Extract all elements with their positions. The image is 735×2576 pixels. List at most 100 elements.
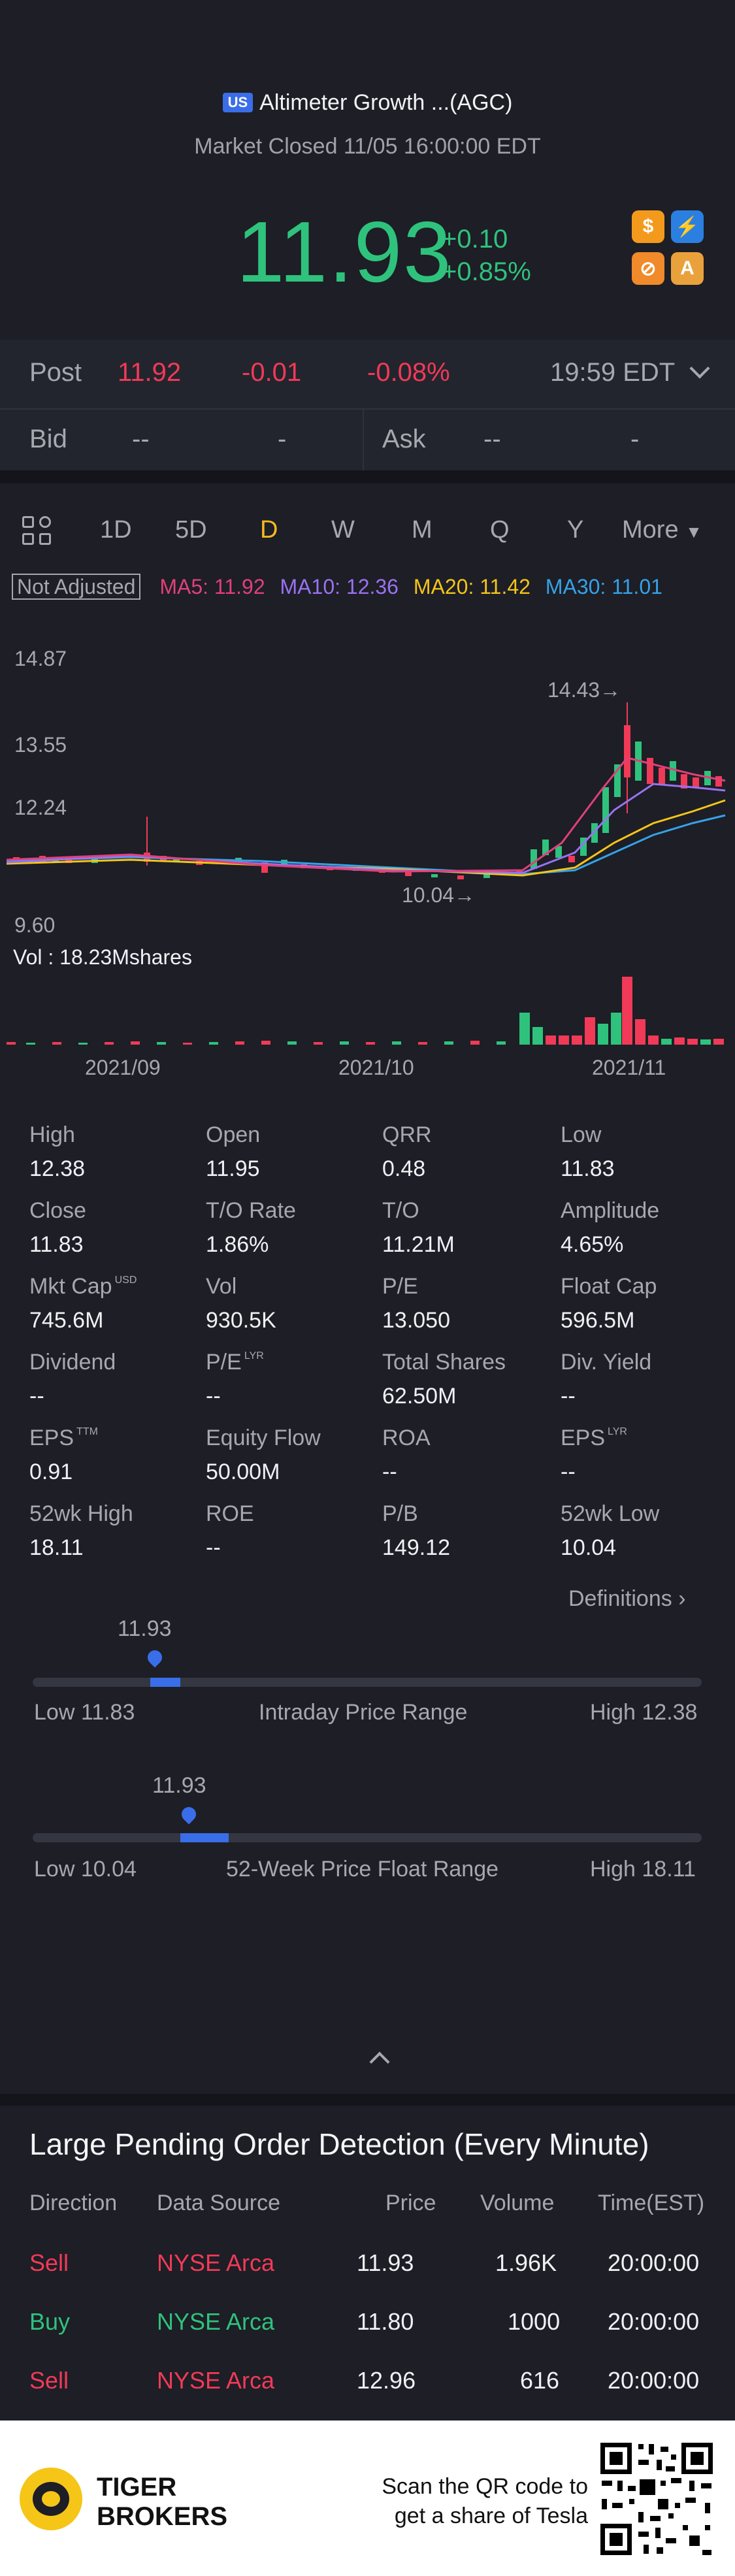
flash-icon[interactable]: ⚡ xyxy=(671,210,704,243)
definitions-label: Definitions xyxy=(568,1586,672,1611)
order-direction: Sell xyxy=(29,2367,69,2394)
not-adjusted-toggle[interactable]: Not Adjusted xyxy=(12,574,141,600)
x-axis-label: 2021/09 xyxy=(85,1056,161,1079)
post-time: 19:59 EDT xyxy=(550,358,675,387)
stat-label-text: Open xyxy=(206,1122,261,1147)
stat-value: 0.91 xyxy=(29,1459,73,1484)
x-axis-label: 2021/11 xyxy=(592,1056,666,1079)
tab-d[interactable]: D xyxy=(260,516,278,544)
orders-header-volume: Volume xyxy=(480,2191,555,2215)
stat-value: -- xyxy=(206,1535,221,1560)
stat-label-text: Dividend xyxy=(29,1350,116,1375)
low-marker-value: 10.04 xyxy=(402,883,455,907)
chevron-right-icon: › xyxy=(678,1586,686,1611)
stat-label-text: Vol xyxy=(206,1274,237,1299)
stat-label-text: High xyxy=(29,1122,75,1147)
section-separator xyxy=(0,2094,735,2106)
stat-label-text: EPS xyxy=(561,1426,606,1450)
stat-label-text: 52wk Low xyxy=(561,1501,660,1526)
tab-1d[interactable]: 1D xyxy=(100,516,132,544)
definitions-link[interactable]: Definitions › xyxy=(568,1586,686,1612)
week52-high: High 18.11 xyxy=(590,1857,696,1882)
tab-more[interactable]: More ▼ xyxy=(622,516,702,544)
stat-value: 11.83 xyxy=(29,1232,84,1257)
stat-label-text: 52wk High xyxy=(29,1501,133,1526)
layout-grid-icon[interactable] xyxy=(22,516,54,547)
stat-value: 745.6M xyxy=(29,1308,104,1333)
qr-code-icon[interactable] xyxy=(598,2440,715,2558)
ma-legend: Not Adjusted MA5: 11.92 MA10: 12.36 MA20… xyxy=(12,574,662,600)
order-price: 11.93 xyxy=(357,2249,414,2276)
y-axis-label: 9.60 xyxy=(14,913,56,937)
arrow-right-icon: → xyxy=(600,678,621,702)
order-volume: 616 xyxy=(520,2367,560,2394)
stat-label-text: EPS xyxy=(29,1426,74,1450)
stat-label: Equity Flow xyxy=(206,1426,321,1451)
week52-range-fill xyxy=(180,1833,229,1842)
ask-price: -- xyxy=(483,425,501,453)
ma30-line xyxy=(6,814,726,875)
orders-title: Large Pending Order Detection (Every Min… xyxy=(29,2127,649,2161)
stat-label: Total Shares xyxy=(382,1350,506,1375)
intraday-high: High 12.38 xyxy=(590,1700,698,1725)
price-change: +0.10 xyxy=(442,225,508,253)
tiger-logo-icon xyxy=(20,2468,82,2530)
stat-label-text: Div. Yield xyxy=(561,1350,652,1375)
stat-label-superscript: LYR xyxy=(244,1350,264,1361)
stat-label: EPS TTM xyxy=(29,1426,98,1451)
post-change-pct: -0.08% xyxy=(367,358,450,387)
post-label: Post xyxy=(29,358,82,387)
tab-w[interactable]: W xyxy=(331,516,355,544)
ma20-value: MA20: 11.42 xyxy=(413,575,531,598)
high-marker: 14.43→ xyxy=(547,678,621,702)
stat-label: T/O Rate xyxy=(206,1198,296,1224)
stat-label: P/B xyxy=(382,1501,418,1527)
intraday-title: Intraday Price Range xyxy=(259,1700,468,1725)
y-axis-label: 13.55 xyxy=(14,733,67,757)
candlestick-chart[interactable] xyxy=(0,627,735,1058)
order-source: NYSE Arca xyxy=(157,2249,275,2276)
dollar-icon[interactable]: $ xyxy=(632,210,664,243)
orders-header-time: Time(EST) xyxy=(598,2191,705,2215)
stat-value: 149.12 xyxy=(382,1535,450,1560)
ma5-line xyxy=(6,757,726,873)
order-price: 11.80 xyxy=(357,2308,414,2335)
orders-header-price: Price xyxy=(385,2191,436,2215)
stat-value: 4.65% xyxy=(561,1232,624,1257)
tab-m[interactable]: M xyxy=(412,516,433,544)
hat-icon[interactable]: A xyxy=(671,252,704,285)
chevron-up-icon[interactable] xyxy=(369,2051,390,2072)
stat-label-text: Amplitude xyxy=(561,1198,660,1223)
y-axis-label: 14.87 xyxy=(14,647,67,670)
stat-value: 11.95 xyxy=(206,1156,260,1181)
stat-value: -- xyxy=(29,1384,44,1409)
price-change-pct: +0.85% xyxy=(442,257,531,286)
stat-label: 52wk High xyxy=(29,1501,133,1527)
stat-value: 13.050 xyxy=(382,1308,450,1333)
stat-value: 596.5M xyxy=(561,1308,635,1333)
ask-label: Ask xyxy=(382,425,426,453)
last-price: 11.93 xyxy=(237,204,453,300)
stat-value: 1.86% xyxy=(206,1232,269,1257)
order-direction: Buy xyxy=(29,2308,71,2335)
stat-label: Div. Yield xyxy=(561,1350,651,1375)
order-source: NYSE Arca xyxy=(157,2367,275,2394)
stat-label-text: Mkt Cap xyxy=(29,1274,112,1299)
map-pin-icon xyxy=(144,1647,165,1670)
ask-size: - xyxy=(630,425,640,453)
stat-label-text: ROA xyxy=(382,1426,431,1450)
stat-label-text: Equity Flow xyxy=(206,1426,321,1450)
tab-5d[interactable]: 5D xyxy=(175,516,207,544)
post-price: 11.92 xyxy=(118,358,182,387)
tab-y[interactable]: Y xyxy=(567,516,584,544)
stat-label: EPS LYR xyxy=(561,1426,627,1451)
post-time-selector[interactable]: 19:59 EDT xyxy=(550,358,710,387)
stat-label: T/O xyxy=(382,1198,419,1224)
week52-range-bar xyxy=(33,1833,702,1842)
tab-q[interactable]: Q xyxy=(490,516,510,544)
divider xyxy=(0,408,735,410)
ma10-value: MA10: 12.36 xyxy=(280,575,399,598)
stat-value: -- xyxy=(561,1459,576,1484)
no-short-icon[interactable]: ⊘ xyxy=(632,252,664,285)
stat-value: 62.50M xyxy=(382,1384,457,1409)
